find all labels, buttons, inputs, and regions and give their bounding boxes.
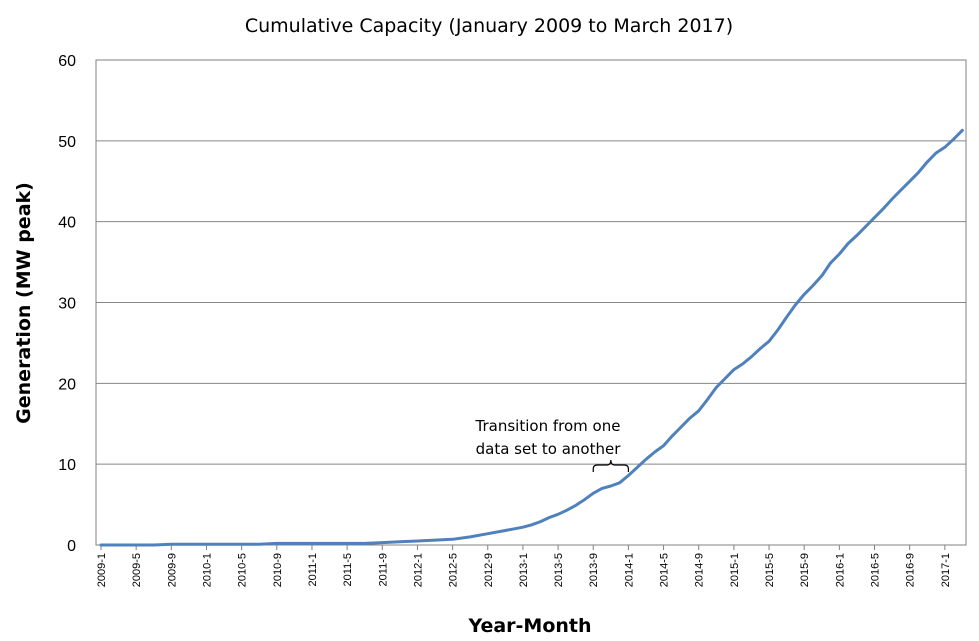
y-tick-label: 30 [58, 296, 76, 313]
x-tick-label: 2010-5 [237, 553, 249, 587]
x-tick-label: 2016-9 [905, 553, 917, 587]
x-tick-label: 2013-9 [588, 553, 600, 587]
x-tick-label: 2009-5 [131, 553, 143, 587]
x-tick-label: 2011-9 [377, 553, 389, 586]
x-tick-label: 2010-9 [272, 553, 284, 587]
x-tick-label: 2014-9 [694, 553, 706, 587]
x-tick-label: 2009-9 [166, 553, 178, 587]
x-tick-label: 2016-1 [834, 553, 846, 587]
annotation-line-2: data set to another [476, 440, 622, 458]
y-tick-label: 40 [58, 215, 76, 232]
plot-area [95, 59, 967, 546]
chart-title: Cumulative Capacity (January 2009 to Mar… [245, 15, 733, 37]
y-tick-label: 50 [58, 134, 76, 151]
x-tick-label: 2015-5 [764, 553, 776, 587]
x-tick-label: 2017-1 [940, 553, 952, 587]
x-tick-label: 2011-5 [342, 553, 354, 586]
gridlines [96, 140, 966, 465]
x-tick-label: 2013-5 [553, 553, 565, 587]
y-tick-label: 10 [58, 457, 76, 474]
x-tick-label: 2016-5 [870, 553, 882, 587]
x-tick-label: 2012-5 [448, 553, 460, 587]
x-tick-label: 2012-9 [483, 553, 495, 587]
x-tick-label: 2012-1 [412, 553, 424, 587]
y-tick-label: 20 [58, 376, 76, 393]
y-tick-label: 60 [58, 53, 76, 70]
x-tick-label: 2015-9 [799, 553, 811, 587]
annotation-brace [592, 459, 629, 472]
x-tick-label: 2014-5 [659, 553, 671, 587]
x-axis-label: Year-Month [467, 615, 591, 637]
y-axis-label: Generation (MW peak) [13, 182, 35, 424]
x-tick-label: 2015-1 [729, 553, 741, 587]
x-tick-label: 2010-1 [201, 553, 213, 587]
y-axis-ticks: 0 10 20 30 40 50 60 [58, 53, 76, 555]
capacity-series-line [99, 128, 964, 547]
x-tick-label: 2011-1 [307, 553, 319, 586]
annotation-line-1: Transition from one [475, 417, 621, 435]
x-tick-label: 2013-1 [518, 553, 530, 587]
x-tick-label: 2014-1 [623, 553, 635, 587]
y-tick-label: 0 [67, 538, 76, 555]
x-tick-label: 2009-1 [96, 553, 108, 587]
transition-annotation: Transition from one data set to another [475, 417, 629, 472]
x-axis-ticks: 2009-1 2009-5 2009-9 2010-1 2010-5 2010-9 2011… [96, 545, 952, 587]
